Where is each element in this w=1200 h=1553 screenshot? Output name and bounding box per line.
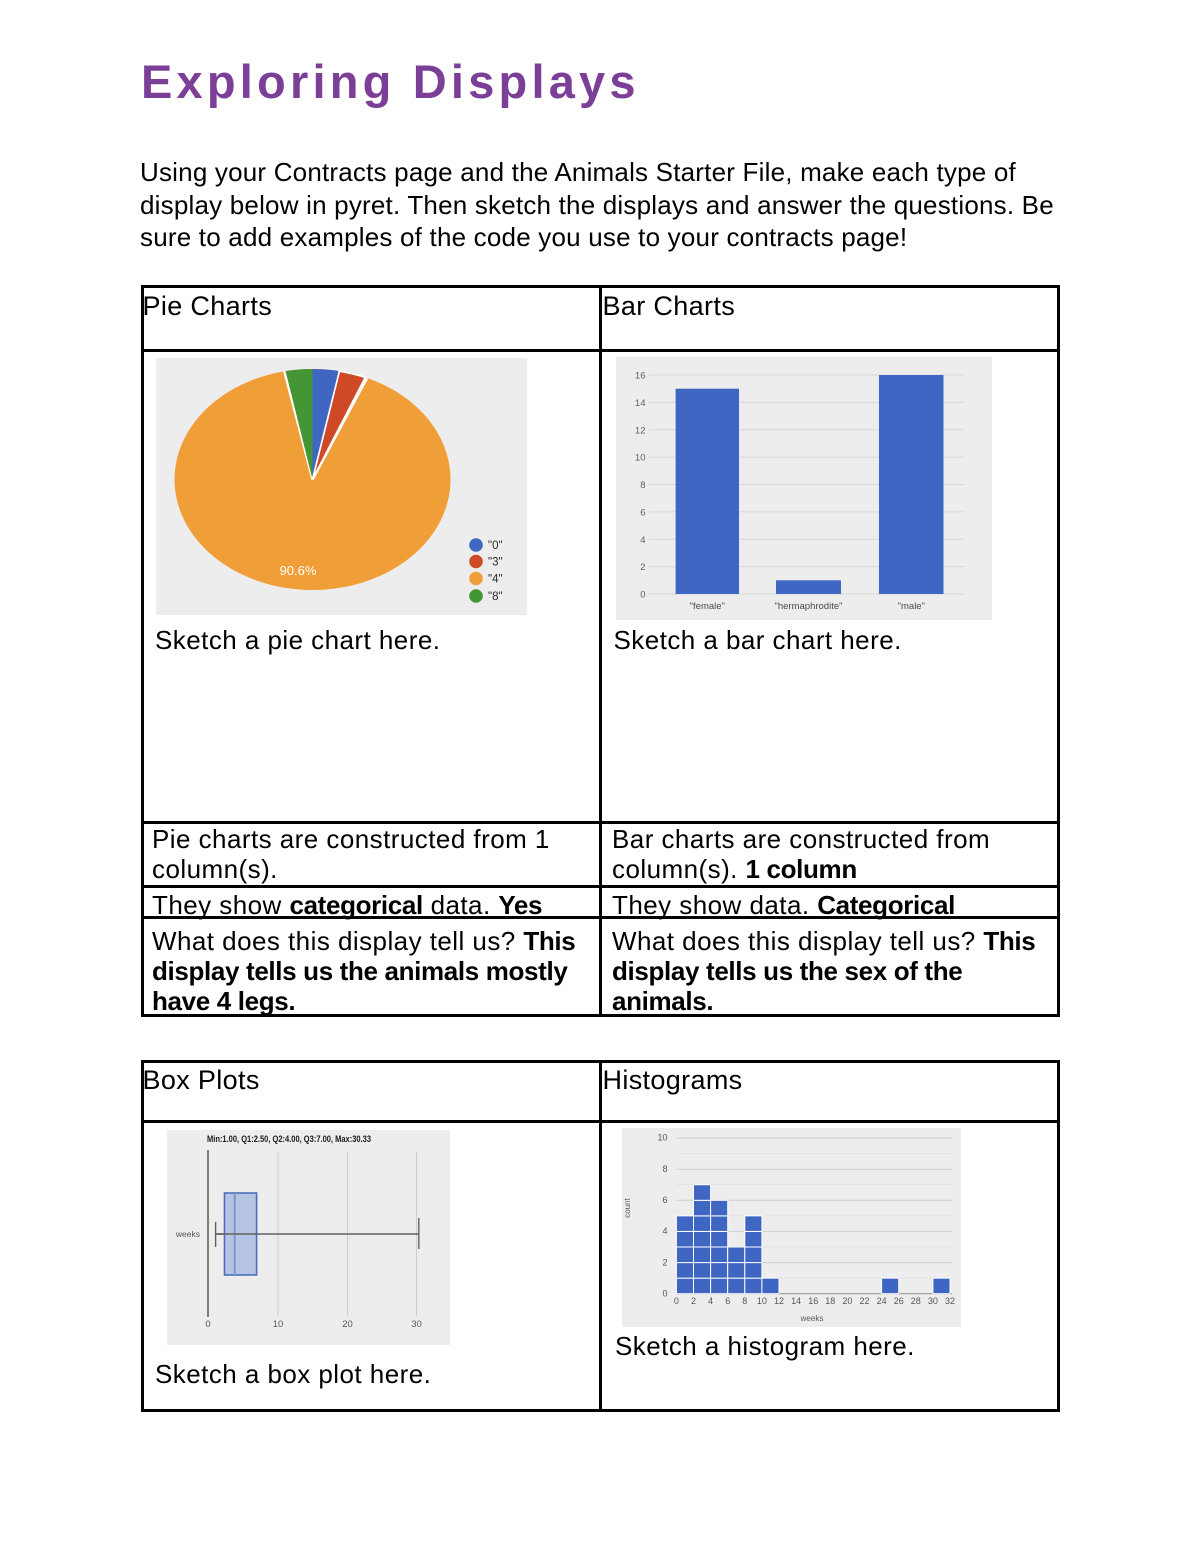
svg-text:10: 10 [657, 1133, 667, 1143]
svg-text:"3": "3" [488, 557, 503, 569]
svg-text:"4": "4" [488, 574, 503, 586]
svg-text:30: 30 [928, 1296, 938, 1306]
svg-text:weeks: weeks [175, 1229, 200, 1239]
svg-text:8: 8 [742, 1296, 747, 1306]
svg-text:0: 0 [640, 590, 645, 601]
svg-text:22: 22 [859, 1296, 869, 1306]
svg-text:18: 18 [825, 1296, 835, 1306]
svg-text:8: 8 [662, 1164, 667, 1174]
svg-text:2: 2 [640, 562, 645, 573]
svg-text:32: 32 [945, 1296, 955, 1306]
svg-text:weeks: weeks [800, 1314, 824, 1323]
svg-text:"0": "0" [488, 540, 503, 552]
svg-text:2: 2 [662, 1257, 667, 1267]
svg-text:10: 10 [273, 1319, 284, 1330]
svg-text:4: 4 [640, 535, 645, 546]
svg-text:0: 0 [662, 1288, 667, 1298]
svg-text:6: 6 [640, 507, 645, 518]
svg-text:0: 0 [205, 1319, 210, 1330]
svg-text:28: 28 [911, 1296, 921, 1306]
svg-text:14: 14 [635, 398, 646, 409]
svg-text:14: 14 [791, 1296, 801, 1306]
svg-text:6: 6 [662, 1195, 667, 1205]
svg-text:12: 12 [635, 425, 646, 436]
svg-text:16: 16 [635, 371, 646, 382]
svg-text:0: 0 [674, 1296, 679, 1306]
svg-text:20: 20 [342, 1319, 353, 1330]
svg-text:12: 12 [774, 1296, 784, 1306]
svg-text:"hermaphrodite": "hermaphrodite" [774, 601, 842, 612]
svg-text:30: 30 [411, 1319, 422, 1330]
svg-text:10: 10 [635, 453, 646, 464]
svg-text:16: 16 [808, 1296, 818, 1306]
svg-text:24: 24 [877, 1296, 887, 1306]
svg-text:count: count [623, 1197, 632, 1217]
svg-text:4: 4 [708, 1296, 713, 1306]
svg-text:2: 2 [691, 1296, 696, 1306]
svg-text:4: 4 [662, 1226, 667, 1236]
svg-text:90.6%: 90.6% [280, 563, 317, 578]
svg-text:20: 20 [842, 1296, 852, 1306]
svg-text:Min:1.00, Q1:2.50, Q2:4.00, Q3: Min:1.00, Q1:2.50, Q2:4.00, Q3:7.00, Max… [207, 1134, 371, 1144]
svg-text:8: 8 [640, 480, 645, 491]
svg-text:"female": "female" [690, 601, 725, 612]
svg-text:26: 26 [894, 1296, 904, 1306]
svg-text:6: 6 [725, 1296, 730, 1306]
svg-text:"male": "male" [898, 601, 925, 612]
svg-text:10: 10 [757, 1296, 767, 1306]
svg-text:"8": "8" [488, 591, 503, 603]
